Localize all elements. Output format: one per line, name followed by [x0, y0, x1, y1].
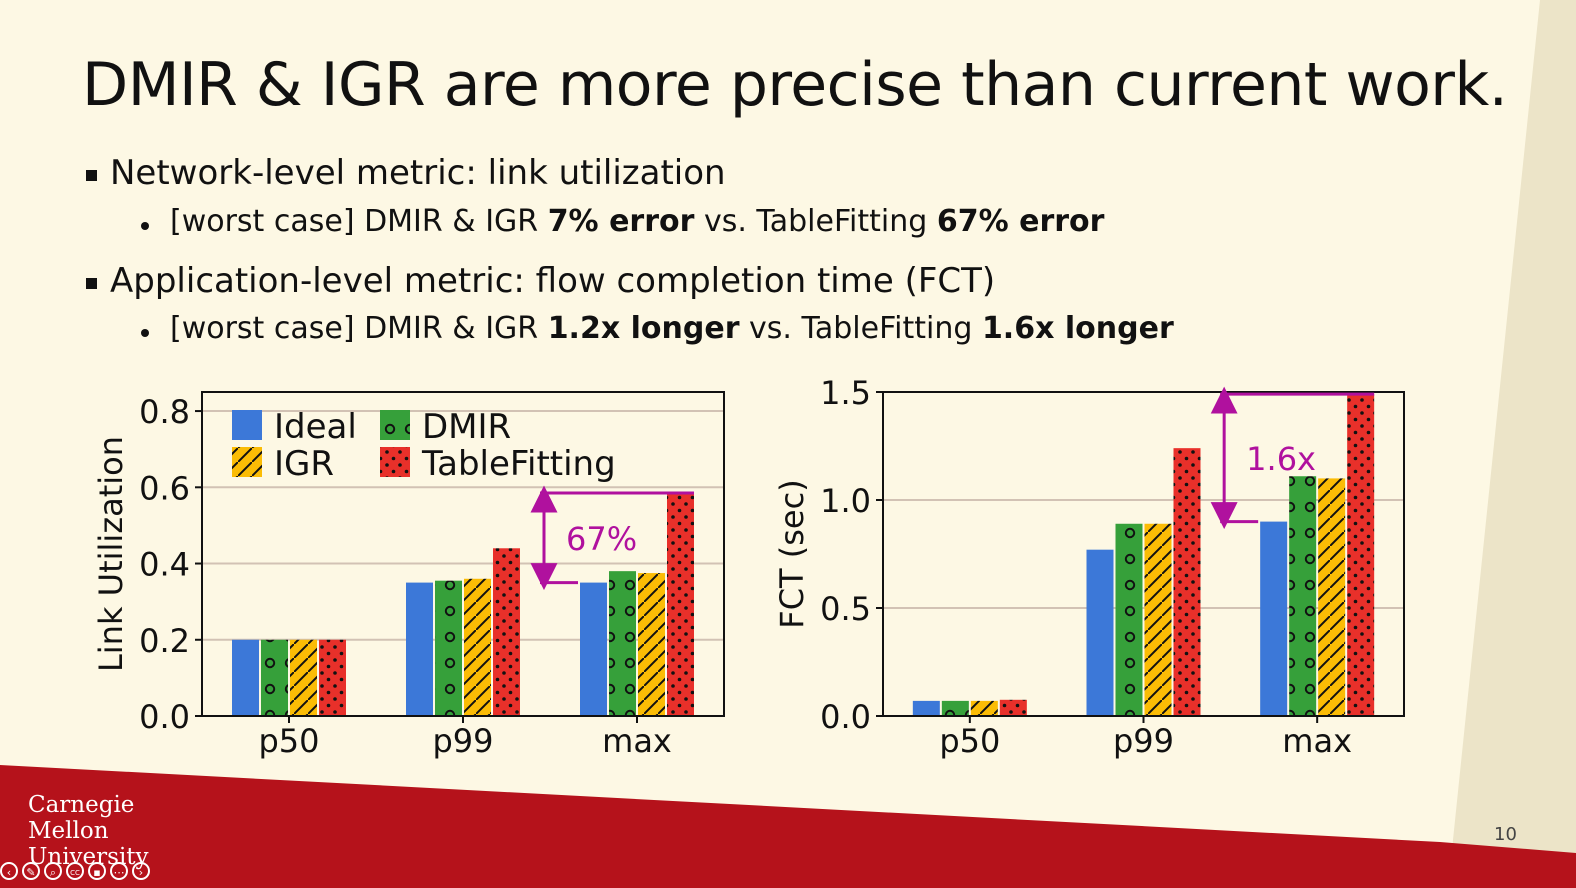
next-icon[interactable]: › — [132, 862, 150, 880]
bullet-text: [worst case] DMIR & IGR — [170, 311, 548, 346]
y-axis-label: Link Utilization — [92, 436, 130, 672]
chart-2: 0.0 0.5 1.0 1.5 FCT (sec) p50 p99 max 1.6x — [773, 374, 1405, 760]
bullet-marker — [141, 222, 149, 230]
right-accent-band — [1448, 0, 1576, 888]
annotation-label: 67% — [566, 520, 637, 558]
presentation-controls: ‹ ✎ ⌕ CC ▪ ⋯ › — [0, 862, 150, 884]
bar-tablefitting-max — [1347, 394, 1375, 716]
x-tick-label: max — [1282, 722, 1352, 760]
bar-ideal-p50 — [232, 639, 259, 716]
y-tick-label: 0.0 — [820, 698, 871, 736]
bullet-text: vs. TableFitting — [739, 311, 982, 346]
bullet-marker — [86, 278, 97, 289]
legend-swatch — [380, 447, 410, 477]
bar-tablefitting-max — [667, 493, 694, 716]
bar-igr-p50 — [290, 639, 317, 716]
y-tick-label: 1.0 — [820, 482, 871, 520]
bar-dmir-p99 — [435, 580, 462, 716]
bullet-application-worst-case: [worst case] DMIR & IGR 1.2x longer vs. … — [170, 311, 1174, 346]
bullet-network-worst-case: [worst case] DMIR & IGR 7% error vs. Tab… — [170, 204, 1104, 239]
camera-icon[interactable]: ▪ — [88, 862, 106, 880]
y-tick-label: 0.6 — [139, 469, 190, 507]
bar-ideal-max — [1260, 521, 1288, 716]
bar-dmir-p50 — [941, 700, 969, 716]
bar-igr-p50 — [970, 700, 998, 716]
legend-label: TableFitting — [421, 444, 616, 484]
y-axis-label: FCT (sec) — [773, 479, 811, 628]
bar-igr-max — [638, 573, 665, 716]
bullet-text: [worst case] DMIR & IGR — [170, 204, 548, 239]
bullet-bold-value: 1.6x longer — [981, 311, 1174, 346]
bullet-bold-value: 67% error — [936, 204, 1105, 239]
legend-swatch — [232, 447, 262, 477]
legend-label: IGR — [274, 444, 334, 484]
y-tick-label: 1.5 — [820, 374, 871, 412]
bar-ideal-p99 — [1086, 549, 1114, 716]
bar-tablefitting-p50 — [319, 639, 346, 716]
y-tick-label: 0.2 — [139, 622, 190, 660]
logo-line: Mellon — [28, 818, 109, 844]
slide-title: DMIR & IGR are more precise than current… — [82, 50, 1508, 120]
bar-igr-p99 — [464, 578, 491, 716]
x-tick-label: p50 — [939, 722, 1000, 760]
bar-dmir-max — [609, 571, 636, 716]
bullet-text: vs. TableFitting — [694, 204, 937, 239]
x-tick-label: max — [602, 722, 672, 760]
y-tick-label: 0.4 — [139, 546, 190, 584]
pen-icon[interactable]: ✎ — [22, 862, 40, 880]
bar-ideal-p99 — [406, 582, 433, 716]
bar-tablefitting-p99 — [1173, 448, 1201, 716]
legend-label: DMIR — [422, 407, 511, 447]
bar-dmir-p99 — [1115, 523, 1143, 716]
annotation-label: 1.6x — [1246, 440, 1316, 478]
bullet-bold-value: 7% error — [547, 204, 695, 239]
bullet-bold-value: 1.2x longer — [547, 311, 740, 346]
x-tick-label: p99 — [432, 722, 493, 760]
footer-band — [0, 765, 1576, 888]
bullet-marker — [86, 170, 97, 181]
bullet-application-level: Application-level metric: flow completio… — [110, 261, 996, 301]
x-tick-label: p50 — [258, 722, 319, 760]
x-tick-label: p99 — [1113, 722, 1174, 760]
legend-swatch — [232, 410, 262, 440]
y-tick-label: 0.8 — [139, 393, 190, 431]
captions-icon[interactable]: CC — [66, 862, 84, 880]
more-icon[interactable]: ⋯ — [110, 862, 128, 880]
bar-dmir-p50 — [261, 639, 288, 716]
plot-frame — [201, 391, 725, 717]
bullet-marker — [141, 329, 149, 337]
bar-tablefitting-p99 — [493, 548, 520, 716]
bar-ideal-p50 — [912, 700, 940, 716]
logo-line: Carnegie — [28, 792, 135, 818]
bar-igr-max — [1318, 478, 1346, 716]
bar-tablefitting-p50 — [999, 699, 1027, 716]
bullet-network-level: Network-level metric: link utilization — [110, 153, 726, 193]
prev-icon[interactable]: ‹ — [0, 862, 18, 880]
bar-ideal-max — [580, 582, 607, 716]
bar-igr-p99 — [1144, 523, 1172, 716]
bar-dmir-max — [1289, 476, 1317, 716]
legend-swatch — [380, 410, 410, 440]
zoom-icon[interactable]: ⌕ — [44, 862, 62, 880]
page-number: 10 — [1494, 824, 1517, 845]
y-tick-label: 0.0 — [139, 698, 190, 736]
y-tick-label: 0.5 — [820, 590, 871, 628]
plot-frame — [882, 391, 1405, 717]
cmu-logo: Carnegie Mellon University — [28, 792, 149, 870]
legend-label: Ideal — [274, 407, 357, 447]
